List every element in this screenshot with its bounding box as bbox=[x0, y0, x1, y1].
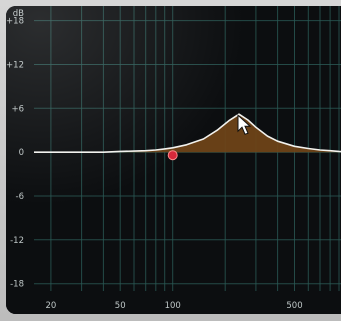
eq-graph-display[interactable]: +18+12+60-6-12-18 dB 2050100500 bbox=[6, 6, 341, 314]
eq-graph[interactable]: +18+12+60-6-12-18 dB 2050100500 bbox=[6, 6, 341, 314]
screen-glare bbox=[6, 6, 341, 314]
